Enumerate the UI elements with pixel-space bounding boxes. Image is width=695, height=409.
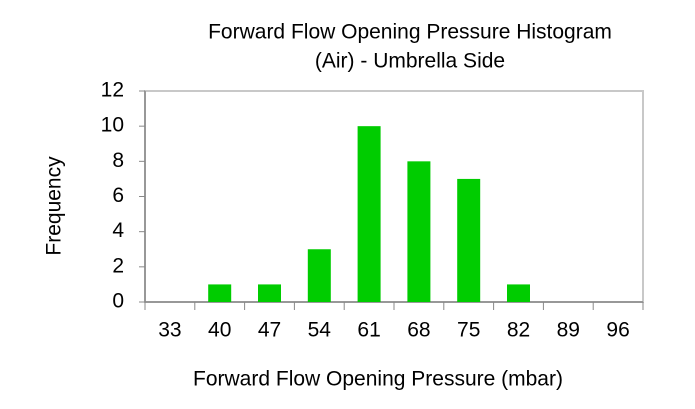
x-tick-label: 33 — [158, 319, 181, 342]
chart-title-line: Forward Flow Opening Pressure Histogram — [208, 21, 612, 44]
y-tick-label: 2 — [112, 254, 124, 277]
bar — [457, 178, 481, 302]
y-tick-label: 8 — [112, 149, 124, 172]
x-tick-label: 40 — [208, 319, 231, 342]
bar — [357, 126, 381, 303]
y-tick-label: 4 — [112, 219, 124, 242]
bar — [407, 161, 431, 302]
y-tick-label: 0 — [112, 290, 124, 313]
x-tick-label: 68 — [407, 319, 430, 342]
plot-frame — [144, 90, 644, 303]
x-tick-label: 47 — [258, 319, 281, 342]
bar — [507, 284, 530, 302]
x-tick-label: 75 — [457, 319, 480, 342]
bar — [208, 284, 232, 302]
y-tick-label: 10 — [101, 114, 124, 137]
x-tick-label: 82 — [507, 319, 530, 342]
bar — [258, 284, 281, 302]
x-tick-label: 61 — [357, 319, 380, 342]
y-tick-label: 6 — [112, 184, 124, 207]
x-axis-label: Forward Flow Opening Pressure (mbar) — [193, 368, 563, 391]
y-tick-label: 12 — [101, 79, 124, 102]
chart-title-line: (Air) - Umbrella Side — [315, 50, 505, 73]
x-tick-label: 89 — [557, 319, 580, 342]
bar — [307, 249, 331, 302]
x-tick-label: 96 — [606, 319, 629, 342]
x-tick-label: 54 — [308, 319, 332, 342]
y-axis-label: Frequency — [43, 156, 66, 256]
